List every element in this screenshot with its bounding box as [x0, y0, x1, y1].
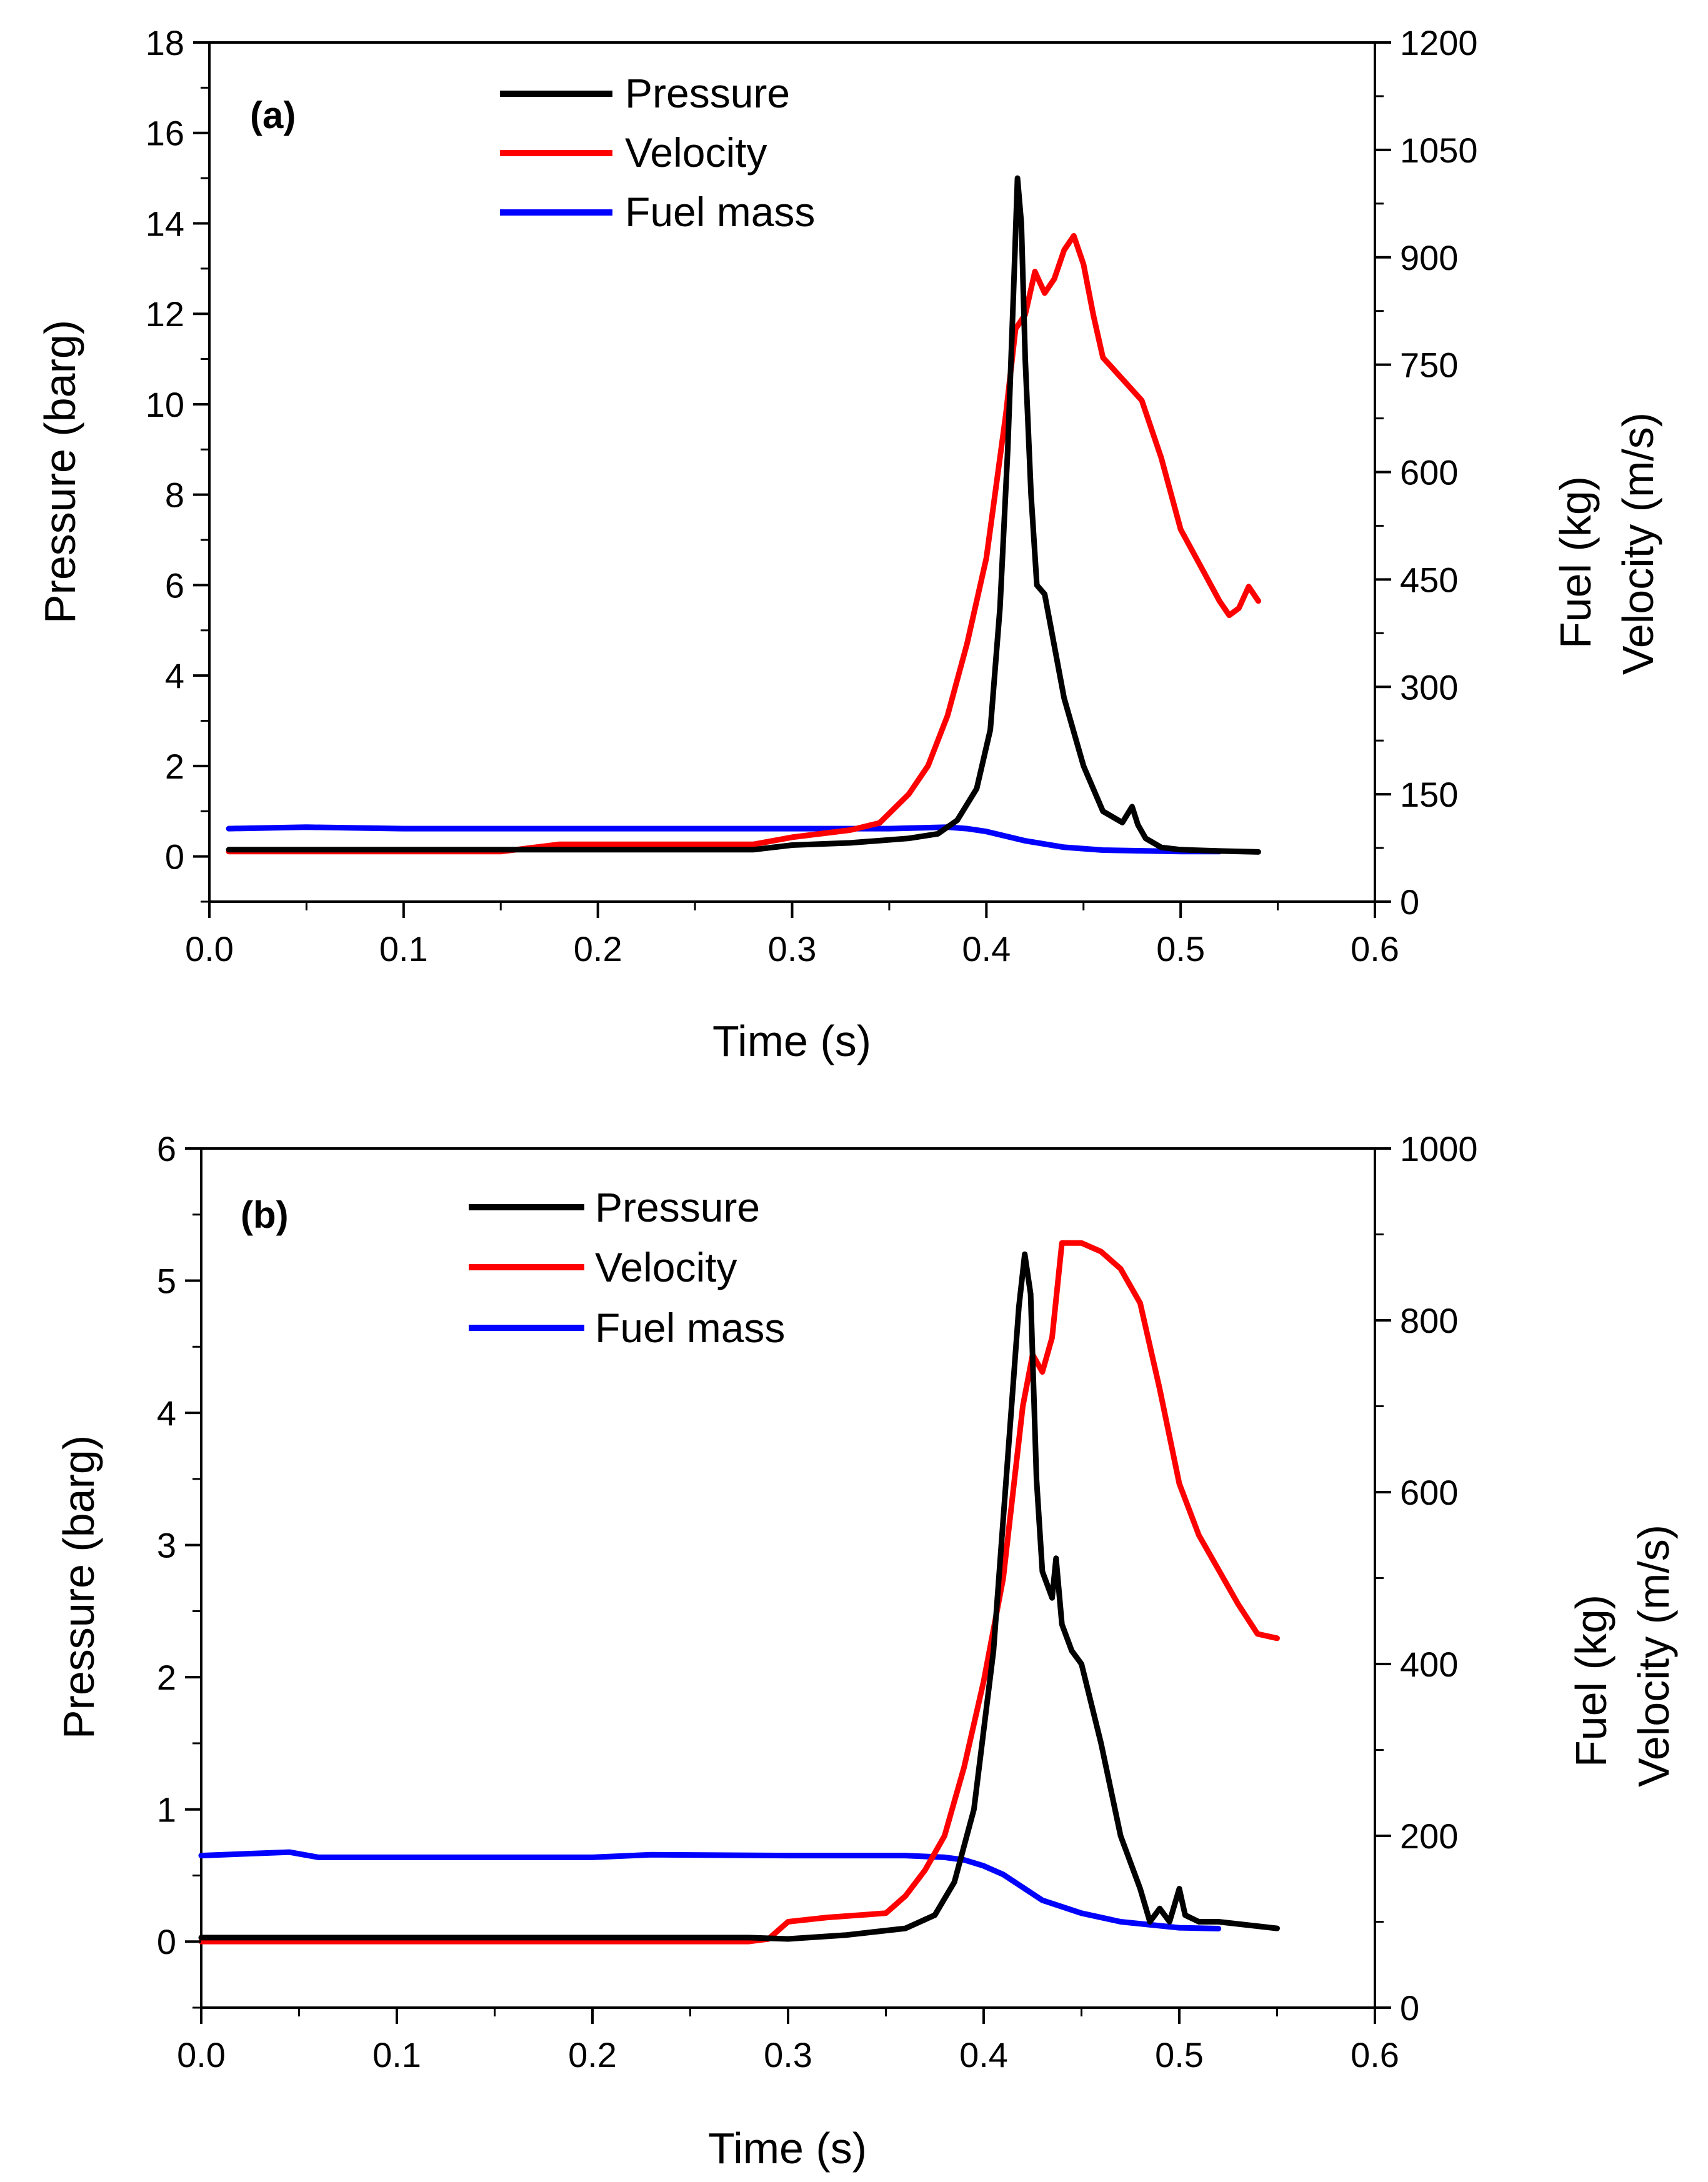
- series-line-fuel-mass: [198, 1849, 1222, 1931]
- y-right-axis-title-fuel: Fuel (kg): [1567, 1595, 1616, 1767]
- legend-label-velocity: Velocity: [625, 129, 767, 176]
- y-right-tick-label: 300: [1400, 667, 1458, 707]
- y-left-tick-label: 0: [157, 1922, 176, 1961]
- x-axis-title: Time (s): [708, 2124, 867, 2173]
- plot-frame: [200, 1147, 1376, 2009]
- y-left-tick-label: 10: [146, 385, 184, 424]
- y-right-tick-label: 1200: [1400, 23, 1478, 62]
- x-axis-title: Time (s): [712, 1017, 871, 1065]
- y-right-tick-label: 900: [1400, 238, 1458, 277]
- y-left-tick-label: 4: [157, 1393, 176, 1433]
- chart-panel-b: 0.0 0.1 0.2 0.3 0.4 0.5 0.6 0 1 2 3 4 5 6 0 200 400 600…: [54, 1129, 1678, 2173]
- y-left-tick-label: 14: [146, 204, 184, 243]
- x-tick-label: 0.5: [1156, 929, 1205, 969]
- y-left-tick-label: 12: [146, 294, 184, 334]
- x-tick-label: 0.2: [574, 929, 622, 969]
- series-line-velocity: [198, 1240, 1280, 1945]
- panel-label: (a): [250, 94, 296, 136]
- x-tick-label: 0.1: [379, 929, 428, 969]
- y-left-tick-label: 3: [157, 1526, 176, 1565]
- x-tick-label: 0.6: [1351, 929, 1399, 969]
- series-line-pressure: [226, 175, 1261, 855]
- plot-frame: [208, 41, 1376, 903]
- chart-panel-a: 0.0 0.1 0.2 0.3 0.4 0.5 0.6 0 2 4 6 8 10 12 14 16 18 0 1…: [36, 23, 1662, 1065]
- y-right-tick-label: 800: [1400, 1301, 1458, 1340]
- x-tick-label: 0.6: [1351, 2035, 1399, 2075]
- legend-label-velocity: Velocity: [595, 1244, 737, 1290]
- y-right-tick-label: 450: [1400, 560, 1458, 599]
- y-left-tick-label: 2: [165, 747, 184, 786]
- legend-label-fuel-mass: Fuel mass: [595, 1305, 785, 1351]
- legend: Pressure Velocity Fuel mass: [469, 1184, 785, 1351]
- y-left-axis-title: Pressure (barg): [54, 1435, 103, 1739]
- series-line-pressure: [198, 1251, 1280, 1942]
- y-right-tick-label: 600: [1400, 453, 1458, 492]
- y-right-tick-label: 0: [1400, 882, 1419, 922]
- y-right-axis-title-velocity: Velocity (m/s): [1614, 412, 1662, 675]
- y-left-tick-label: 2: [157, 1658, 176, 1697]
- legend-label-pressure: Pressure: [625, 70, 790, 116]
- x-tick-label: 0.5: [1155, 2035, 1204, 2075]
- x-tick-label: 0.1: [372, 2035, 421, 2075]
- y-left-tick-label: 5: [157, 1262, 176, 1301]
- y-right-axis-title-fuel: Fuel (kg): [1551, 476, 1600, 649]
- y-right-tick-label: 200: [1400, 1816, 1458, 1856]
- y-right-tick-label: 400: [1400, 1645, 1458, 1684]
- legend-label-fuel-mass: Fuel mass: [625, 189, 815, 235]
- y-left-tick-label: 0: [165, 837, 184, 877]
- series-line-velocity: [226, 232, 1261, 855]
- y-left-tick-label: 6: [165, 565, 184, 605]
- panel-label: (b): [241, 1194, 289, 1236]
- y-left-tick-label: 8: [165, 476, 184, 515]
- y-right-tick-label: 600: [1400, 1473, 1458, 1512]
- series-line-fuel-mass: [226, 824, 1222, 855]
- y-right-tick-label: 1050: [1400, 131, 1478, 170]
- y-left-tick-label: 1: [157, 1790, 176, 1830]
- x-tick-label: 0.3: [768, 929, 817, 969]
- legend-label-pressure: Pressure: [595, 1184, 760, 1230]
- y-left-axis-title: Pressure (barg): [36, 320, 84, 624]
- x-tick-label: 0.0: [177, 2035, 226, 2075]
- y-right-axis-title-velocity: Velocity (m/s): [1629, 1525, 1678, 1787]
- y-left-tick-label: 16: [146, 114, 184, 153]
- legend: Pressure Velocity Fuel mass: [500, 70, 815, 235]
- x-tick-label: 0.4: [962, 929, 1011, 969]
- y-left-tick-label: 6: [157, 1129, 176, 1168]
- y-right-tick-label: 0: [1400, 1988, 1419, 2028]
- y-right-tick-label: 150: [1400, 775, 1458, 814]
- x-tick-label: 0.3: [764, 2035, 812, 2075]
- x-tick-label: 0.0: [185, 929, 234, 969]
- y-left-tick-label: 18: [146, 23, 184, 62]
- y-right-tick-label: 750: [1400, 346, 1458, 385]
- x-tick-label: 0.4: [959, 2035, 1008, 2075]
- y-right-tick-label: 1000: [1400, 1129, 1478, 1168]
- y-left-tick-label: 4: [165, 656, 184, 695]
- x-tick-label: 0.2: [568, 2035, 617, 2075]
